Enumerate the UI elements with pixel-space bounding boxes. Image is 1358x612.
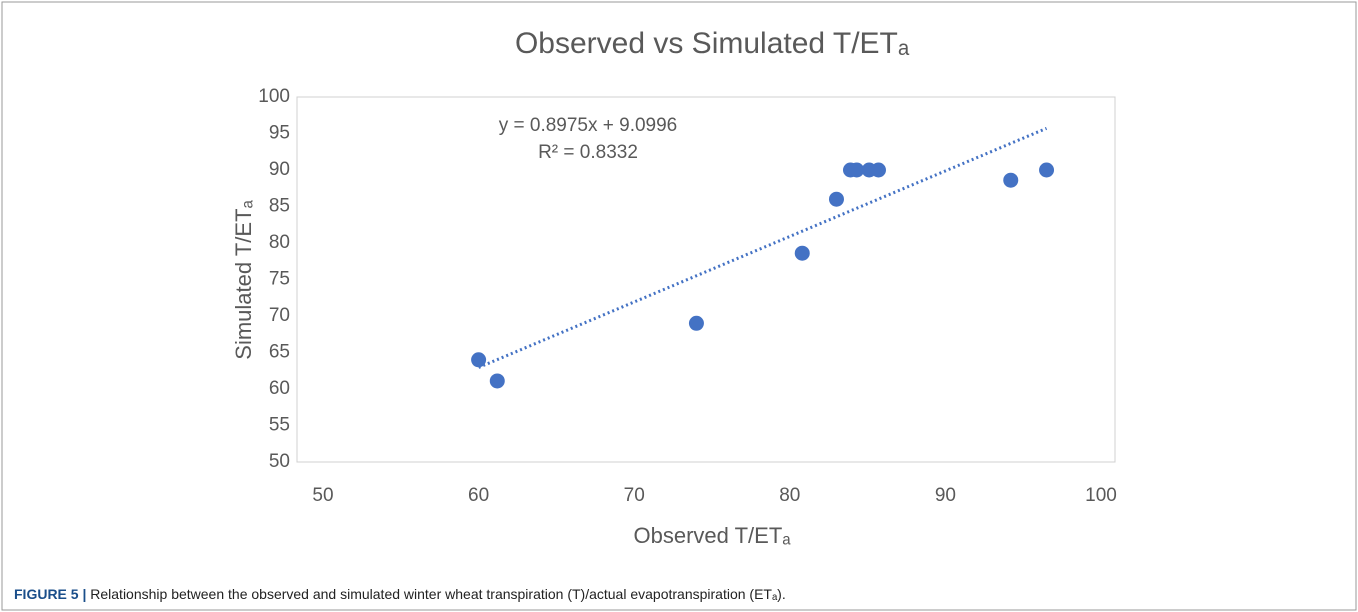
chart-title: Observed vs Simulated T/ETₐ: [515, 27, 910, 60]
x-tick-label: 50: [312, 485, 333, 506]
caption: FIGURE 5 | Relationship between the obse…: [14, 586, 786, 602]
y-tick-label: 100: [258, 86, 290, 107]
y-tick-label: 85: [269, 196, 290, 217]
x-tick-label: 70: [624, 485, 645, 506]
caption-label: FIGURE 5 |: [14, 586, 86, 602]
point: [489, 373, 505, 389]
caption-text: Relationship between the observed and si…: [90, 586, 785, 602]
x-tick-label: 80: [779, 485, 800, 506]
trend-r2: R² = 0.8332: [538, 142, 638, 163]
point: [1003, 172, 1019, 188]
point: [849, 162, 865, 178]
x-tick-label: 90: [935, 485, 956, 506]
y-axis-title: Simulated T/ETₐ: [231, 199, 256, 359]
point: [1039, 162, 1055, 178]
point: [688, 315, 704, 331]
y-tick-label: 75: [269, 269, 290, 290]
y-tick-label: 70: [269, 305, 290, 326]
y-tick-label: 65: [269, 342, 290, 363]
trendline: [478, 126, 1048, 369]
y-tick-label: 60: [269, 378, 290, 399]
x-tick-label: 60: [468, 485, 489, 506]
x-tick-label: 100: [1085, 485, 1117, 506]
y-tick-label: 95: [269, 123, 290, 144]
x-axis-title: Observed T/ETₐ: [634, 523, 792, 548]
point: [471, 352, 487, 368]
trend-equation: y = 0.8975x + 9.0996: [499, 115, 678, 136]
y-tick-label: 90: [269, 159, 290, 180]
y-tick-label: 80: [269, 232, 290, 253]
y-tick-label: 55: [269, 415, 290, 436]
point: [794, 245, 810, 261]
point: [828, 191, 844, 207]
point: [870, 162, 886, 178]
y-tick-label: 50: [269, 451, 290, 472]
plot-area: [296, 96, 1116, 463]
